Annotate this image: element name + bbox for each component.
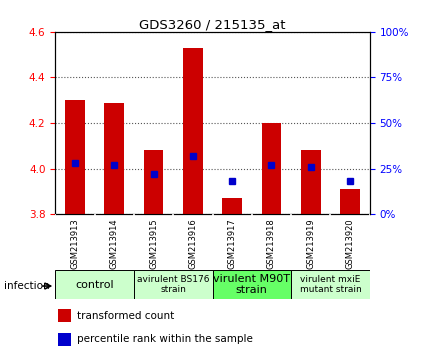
Bar bbox=[55, 270, 134, 299]
Text: GSM213920: GSM213920 bbox=[346, 218, 354, 269]
Bar bbox=[105, 103, 124, 214]
Bar bbox=[262, 123, 281, 214]
Bar bbox=[291, 270, 370, 299]
Text: GSM213917: GSM213917 bbox=[228, 218, 237, 269]
Text: GSM213919: GSM213919 bbox=[306, 218, 315, 269]
Text: avirulent BS176
strain: avirulent BS176 strain bbox=[137, 275, 210, 294]
Text: GSM213918: GSM213918 bbox=[267, 218, 276, 269]
Bar bbox=[58, 309, 71, 322]
Bar bbox=[65, 100, 85, 214]
Bar bbox=[222, 198, 242, 214]
Bar bbox=[58, 333, 71, 346]
Bar bbox=[340, 189, 360, 214]
Text: GSM213913: GSM213913 bbox=[71, 218, 79, 269]
Bar bbox=[183, 48, 203, 214]
Bar bbox=[134, 270, 212, 299]
Text: infection: infection bbox=[4, 281, 50, 291]
Bar bbox=[212, 270, 291, 299]
Text: virulent mxiE
mutant strain: virulent mxiE mutant strain bbox=[300, 275, 361, 294]
Bar bbox=[144, 150, 163, 214]
Text: control: control bbox=[75, 280, 114, 290]
Text: virulent M90T
strain: virulent M90T strain bbox=[213, 274, 290, 296]
Bar bbox=[301, 150, 320, 214]
Text: transformed count: transformed count bbox=[77, 311, 175, 321]
Title: GDS3260 / 215135_at: GDS3260 / 215135_at bbox=[139, 18, 286, 31]
Text: GSM213915: GSM213915 bbox=[149, 218, 158, 269]
Text: GSM213914: GSM213914 bbox=[110, 218, 119, 269]
Text: percentile rank within the sample: percentile rank within the sample bbox=[77, 334, 253, 344]
Text: GSM213916: GSM213916 bbox=[188, 218, 197, 269]
